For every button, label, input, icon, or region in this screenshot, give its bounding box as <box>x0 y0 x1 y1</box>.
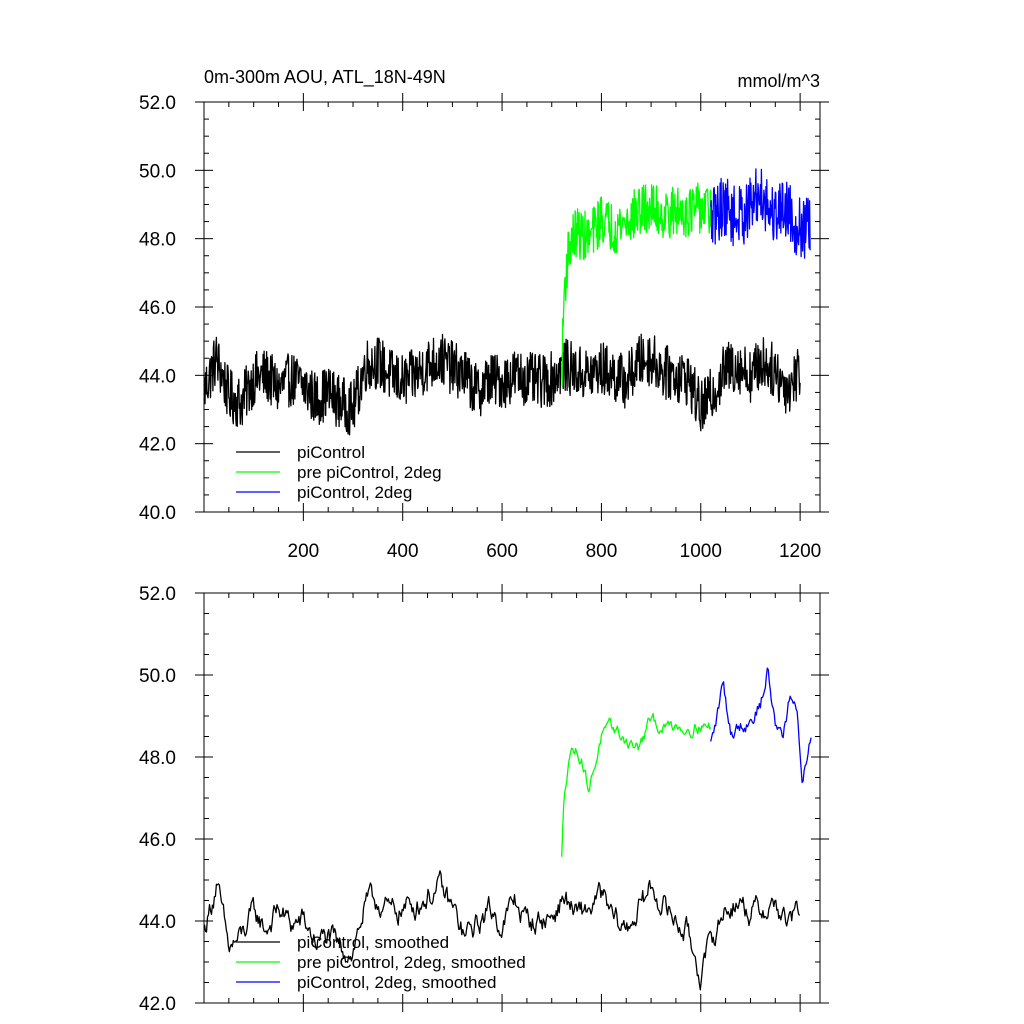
chart-title: 0m-300m AOU, ATL_18N-49N <box>204 67 446 88</box>
y-tick-label: 52.0 <box>139 584 176 605</box>
top-panel: 200 400 600 800 1000 1200 40.0 42.0 44.0 46.0 48.0… <box>139 67 829 562</box>
series-line-2 <box>561 182 712 387</box>
x-tick-label: 1000 <box>680 541 722 562</box>
y-tick-label: 48.0 <box>139 748 176 769</box>
x-tick-label: 200 <box>288 541 320 562</box>
y-tick-label: 40.0 <box>139 503 176 524</box>
series-line-3 <box>710 168 811 259</box>
x-tick-label: 600 <box>486 541 518 562</box>
bottom-panel: 42.0 44.0 46.0 48.0 50.0 52.0 piControl, smoot… <box>139 584 829 1015</box>
legend-label: piControl, 2deg <box>297 483 412 502</box>
y-tick-label: 50.0 <box>139 161 176 182</box>
x-tick-label: 1200 <box>779 541 821 562</box>
y-tick-label: 46.0 <box>139 298 176 319</box>
legend-label: piControl, smoothed <box>297 933 449 952</box>
y-tick-label: 48.0 <box>139 230 176 251</box>
y-tick-label: 46.0 <box>139 830 176 851</box>
units-label: mmol/m^3 <box>738 71 820 91</box>
y-tick-label: 42.0 <box>139 435 176 456</box>
series-line-1 <box>203 870 801 991</box>
x-tick-label: 400 <box>387 541 419 562</box>
legend-label: pre piControl, 2deg, smoothed <box>297 953 526 972</box>
series-line-2 <box>561 712 712 857</box>
x-tick-label: 800 <box>586 541 618 562</box>
legend-label: piControl <box>297 443 365 462</box>
y-tick-label: 52.0 <box>139 93 176 114</box>
y-tick-label: 44.0 <box>139 366 176 387</box>
y-tick-label: 42.0 <box>139 994 176 1015</box>
series-line-1 <box>203 333 801 436</box>
series-line-3 <box>710 667 812 784</box>
y-tick-label: 44.0 <box>139 912 176 933</box>
y-tick-label: 50.0 <box>139 666 176 687</box>
legend-label: pre piControl, 2deg <box>297 463 442 482</box>
legend-label: piControl, 2deg, smoothed <box>297 973 496 992</box>
